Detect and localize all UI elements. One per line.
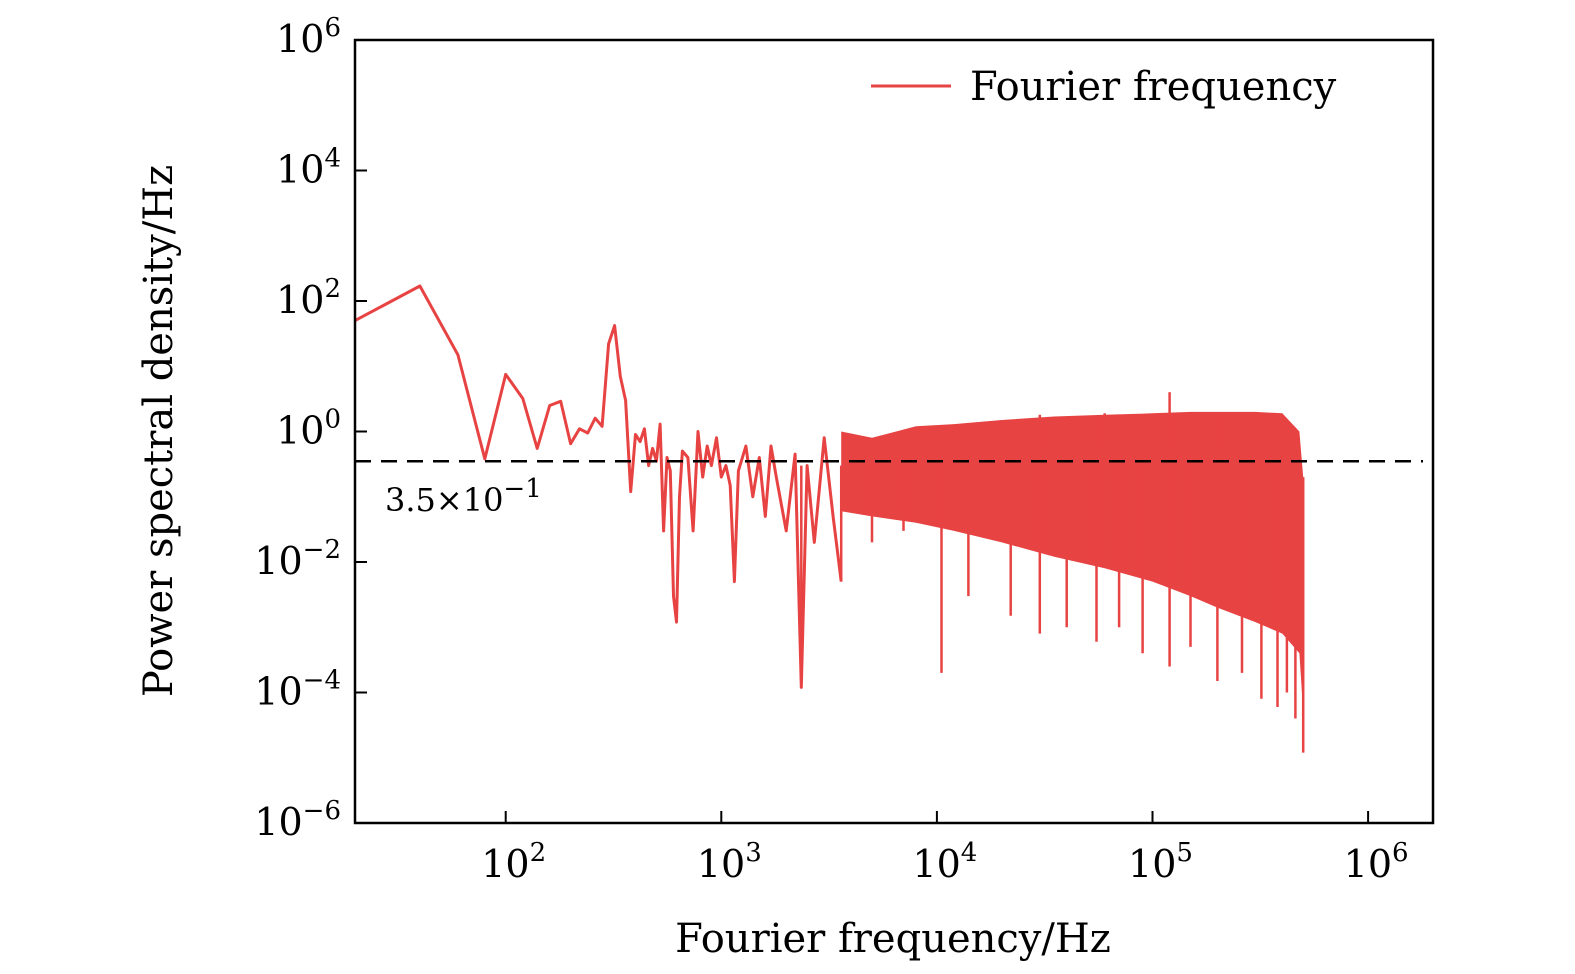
reference-label: 3.5×10−1 bbox=[385, 474, 542, 519]
y-tick-label: 10−4 bbox=[254, 666, 341, 714]
legend-label: Fourier frequency bbox=[970, 64, 1337, 110]
noise-band bbox=[841, 411, 1304, 713]
x-tick-label: 105 bbox=[1128, 838, 1193, 886]
y-axis-title: Power spectral density/Hz bbox=[136, 165, 182, 697]
data-layer bbox=[355, 284, 1305, 753]
x-axis-title: Fourier frequency/Hz bbox=[675, 916, 1111, 962]
x-tick-label: 103 bbox=[697, 838, 762, 886]
legend: Fourier frequency bbox=[871, 64, 1337, 110]
noise-dips bbox=[800, 465, 1305, 753]
y-tick-label: 102 bbox=[276, 274, 341, 322]
x-axis-ticks: 102 103 104 105 106 bbox=[481, 811, 1409, 886]
y-tick-label: 10−2 bbox=[254, 535, 341, 583]
y-axis-ticks: 106 104 102 100 10−2 10−4 10−6 bbox=[254, 13, 367, 844]
series-line bbox=[355, 284, 843, 689]
noise-spikes bbox=[1038, 392, 1219, 452]
x-tick-label: 106 bbox=[1344, 838, 1409, 886]
y-tick-label: 100 bbox=[276, 405, 341, 453]
x-tick-label: 104 bbox=[912, 838, 977, 886]
y-tick-label: 10−6 bbox=[254, 796, 341, 844]
y-tick-label: 106 bbox=[276, 13, 341, 61]
x-tick-label: 102 bbox=[481, 838, 546, 886]
y-tick-label: 104 bbox=[276, 144, 341, 192]
